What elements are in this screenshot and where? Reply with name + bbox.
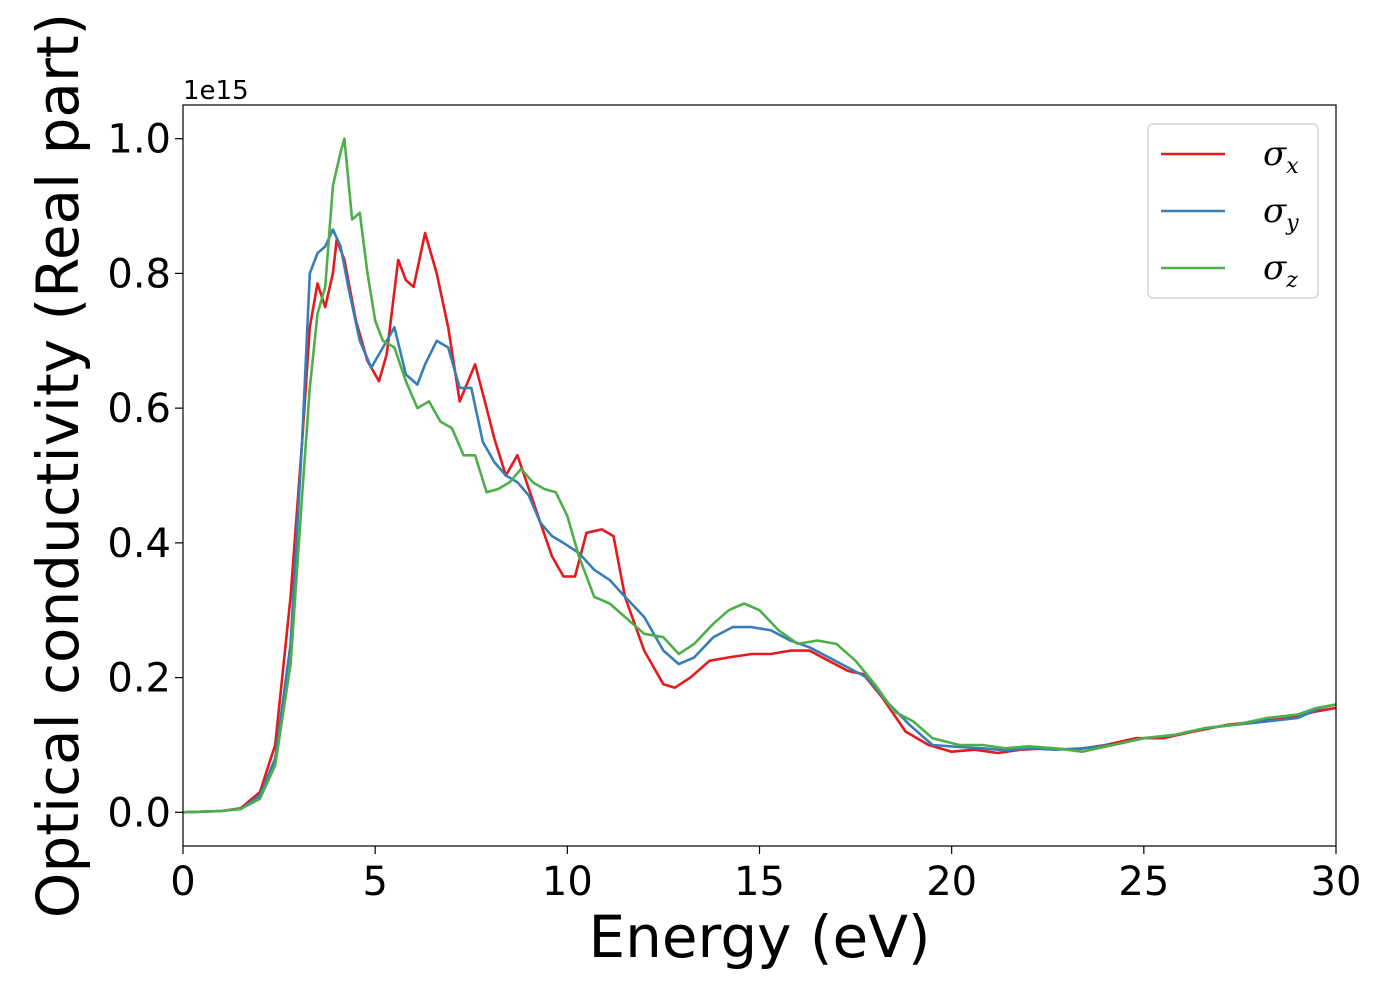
y-tick-label: 0.4 — [107, 521, 171, 567]
x-tick-label: 20 — [926, 859, 977, 905]
y-tick-label: 0.0 — [107, 790, 171, 836]
x-tick-label: 5 — [362, 859, 387, 905]
x-tick-label: 10 — [542, 859, 593, 905]
y-tick-label: 0.8 — [107, 251, 171, 297]
y-axis-label: Optical conductivity (Real part) — [24, 13, 92, 918]
plot-area — [183, 137, 1336, 814]
y-offset-label: 1e15 — [183, 76, 249, 106]
x-tick-label: 0 — [170, 859, 195, 905]
legend-entry-y: σy — [1263, 191, 1299, 236]
y-tick-label: 0.6 — [107, 386, 171, 432]
x-tick-label: 25 — [1118, 859, 1169, 905]
legend-entry-x: σx — [1263, 134, 1299, 179]
y-tick-label: 0.2 — [107, 656, 171, 702]
legend-entry-z: σz — [1263, 248, 1298, 293]
x-axis-label: Energy (eV) — [588, 903, 930, 971]
x-tick-label: 15 — [734, 859, 785, 905]
x-tick-label: 30 — [1311, 859, 1362, 905]
y-tick-label: 1.0 — [107, 117, 171, 163]
series-line-y — [183, 228, 1336, 814]
legend: σx σy σz — [1147, 123, 1319, 299]
series-line-z — [183, 137, 1336, 814]
legend-box — [1147, 123, 1319, 299]
ticks: 0 5 10 15 20 25 30 0.0 0.2 0.4 0.6 0.8 1.0 — [107, 117, 1361, 905]
